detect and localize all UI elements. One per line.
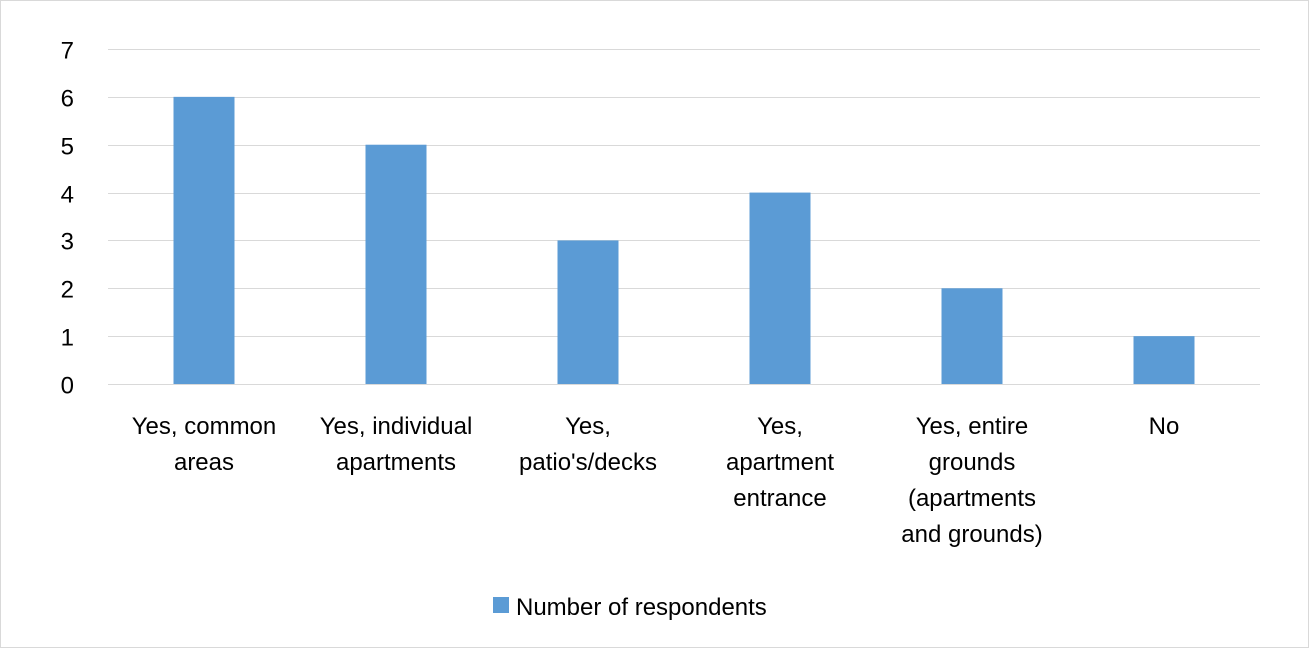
bar	[557, 240, 619, 384]
y-tick-label: 5	[61, 134, 74, 161]
x-category-label: No	[1149, 413, 1180, 440]
bar	[365, 144, 427, 384]
x-category-label-line: Yes, individual	[320, 413, 473, 440]
x-category-label-line: Yes,	[757, 413, 803, 440]
x-category-label: Yes, entire grounds (apartments and grounds…	[901, 413, 1042, 548]
x-category-label-line: patio's/decks	[519, 449, 657, 476]
gridlines	[108, 49, 1260, 385]
x-category-label-line: Yes,	[565, 413, 611, 440]
bar	[749, 192, 811, 384]
x-category-label-line: Yes, common	[132, 413, 277, 440]
x-category-label: Yes, apartment entrance	[726, 413, 834, 512]
y-tick-label: 1	[61, 325, 74, 352]
x-category-label: Yes, common areas	[132, 413, 277, 476]
x-category-label-line: apartment	[726, 449, 834, 476]
legend-label: Number of respondents	[516, 594, 767, 621]
bar	[173, 96, 235, 384]
y-tick-label: 4	[61, 182, 74, 209]
x-category-label-line: (apartments	[908, 485, 1036, 512]
bars	[173, 96, 1195, 384]
x-category-label-line: Yes, entire	[916, 413, 1029, 440]
x-category-label-line: areas	[174, 449, 234, 476]
y-tick-label: 0	[61, 373, 74, 400]
bar	[1133, 336, 1195, 384]
y-axis-tick-labels: 0 1 2 3 4 5 6 7	[61, 38, 74, 400]
y-tick-label: 3	[61, 229, 74, 256]
x-axis-category-labels: Yes, common areas Yes, individual apartment…	[132, 413, 1180, 548]
x-category-label-line: No	[1149, 413, 1180, 440]
legend: Number of respondents	[493, 594, 767, 621]
legend-swatch	[493, 597, 509, 613]
y-tick-label: 2	[61, 277, 74, 304]
x-category-label-line: apartments	[336, 449, 456, 476]
y-tick-label: 6	[61, 86, 74, 113]
y-tick-label: 7	[61, 38, 74, 65]
x-category-label-line: and grounds)	[901, 521, 1042, 548]
x-category-label: Yes, patio's/decks	[519, 413, 657, 476]
bar	[941, 288, 1003, 384]
x-category-label: Yes, individual apartments	[320, 413, 473, 476]
x-category-label-line: grounds	[929, 449, 1016, 476]
x-category-label-line: entrance	[733, 485, 826, 512]
